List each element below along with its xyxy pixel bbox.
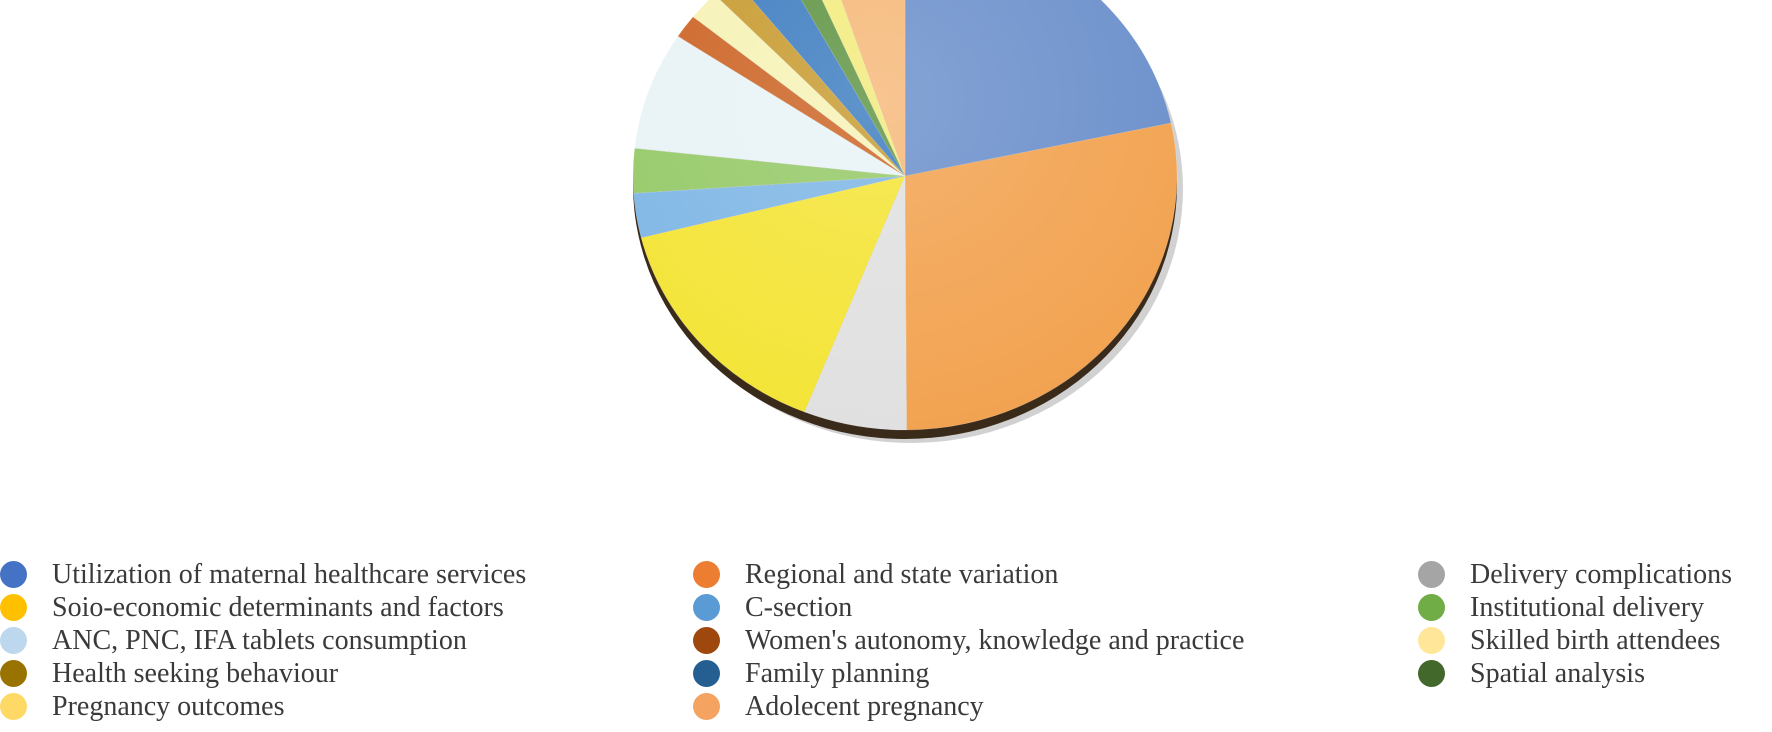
legend-item: Spatial analysis <box>1418 657 1732 690</box>
legend-label: Soio-economic determinants and factors <box>52 591 504 623</box>
legend-item: Health seeking behaviour <box>0 657 526 690</box>
legend-label: C-section <box>745 591 853 623</box>
legend-swatch <box>1418 594 1445 621</box>
legend-label: Regional and state variation <box>745 558 1059 590</box>
legend-item: Pregnancy outcomes <box>0 690 526 723</box>
legend-label: Adolecent pregnancy <box>745 690 984 722</box>
legend-label: Delivery complications <box>1470 558 1733 590</box>
legend-item: Family planning <box>693 657 1244 690</box>
legend-item: Utilization of maternal healthcare servi… <box>0 558 526 591</box>
legend-item: ANC, PNC, IFA tablets consumption <box>0 624 526 657</box>
legend-item: Institutional delivery <box>1418 591 1732 624</box>
legend-swatch <box>0 693 27 720</box>
legend-label: Women's autonomy, knowledge and practice <box>745 624 1245 656</box>
legend-column-3: Delivery complications Institutional deli… <box>1418 558 1732 690</box>
legend-item: Delivery complications <box>1418 558 1732 591</box>
legend-swatch <box>0 594 27 621</box>
legend-item: Adolecent pregnancy <box>693 690 1244 723</box>
legend-swatch <box>1418 660 1445 687</box>
legend-swatch <box>693 627 720 654</box>
legend-item: Women's autonomy, knowledge and practice <box>693 624 1244 657</box>
legend-label: ANC, PNC, IFA tablets consumption <box>52 624 467 656</box>
legend-item: Skilled birth attendees <box>1418 624 1732 657</box>
legend: Utilization of maternal healthcare servi… <box>0 558 1772 732</box>
legend-item: C-section <box>693 591 1244 624</box>
legend-label: Family planning <box>745 657 930 689</box>
legend-label: Skilled birth attendees <box>1470 624 1721 656</box>
legend-swatch <box>693 561 720 588</box>
legend-label: Spatial analysis <box>1470 657 1645 689</box>
legend-label: Pregnancy outcomes <box>52 690 285 722</box>
pie-plot <box>632 0 1183 443</box>
legend-label: Utilization of maternal healthcare servi… <box>52 558 527 590</box>
legend-swatch <box>0 561 27 588</box>
legend-item: Regional and state variation <box>693 558 1244 591</box>
legend-swatch <box>1418 627 1445 654</box>
legend-column-1: Utilization of maternal healthcare servi… <box>0 558 526 723</box>
legend-swatch <box>693 660 720 687</box>
legend-column-2: Regional and state variation C-section Wom… <box>693 558 1244 723</box>
legend-item: Soio-economic determinants and factors <box>0 591 526 624</box>
legend-label: Institutional delivery <box>1470 591 1705 623</box>
legend-swatch <box>693 594 720 621</box>
legend-swatch <box>1418 561 1445 588</box>
legend-swatch <box>0 660 27 687</box>
pie-slice-regional-and-state-variation <box>904 122 1178 431</box>
legend-label: Health seeking behaviour <box>52 657 339 689</box>
legend-swatch <box>693 693 720 720</box>
legend-swatch <box>0 627 27 654</box>
